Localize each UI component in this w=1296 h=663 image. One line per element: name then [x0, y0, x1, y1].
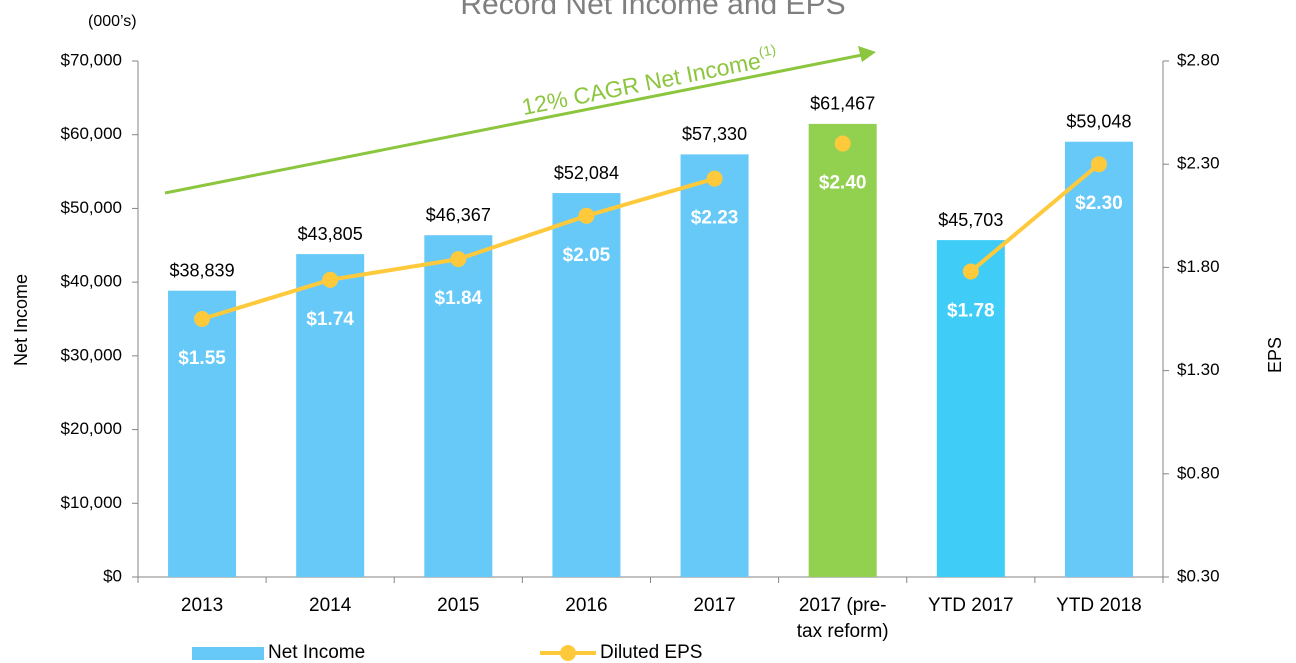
- annotation-text: 12% CAGR Net Income: [520, 47, 763, 120]
- x-tick-label: YTD 2018: [1056, 595, 1142, 616]
- trend-arrow: [164, 53, 863, 195]
- x-tick-label: 2016: [565, 595, 608, 616]
- bar: [936, 240, 1005, 577]
- bar: [808, 123, 877, 578]
- legend-label: Net Income: [268, 642, 365, 663]
- y-tick-label: $50,000: [61, 198, 122, 217]
- eps-point: [1090, 156, 1107, 173]
- y2-tick-label: $0.30: [1177, 566, 1220, 585]
- eps-value-label: $2.05: [563, 245, 611, 266]
- bar: [1064, 141, 1133, 578]
- bar: [296, 254, 365, 577]
- y2-tick-label: $2.80: [1177, 50, 1220, 69]
- annotation-superscript: (1): [757, 41, 777, 60]
- eps-value-label: $2.23: [691, 208, 739, 229]
- y-tick-label: $0: [103, 566, 122, 585]
- y2-tick-label: $2.30: [1177, 154, 1220, 173]
- legend-marker: [560, 645, 576, 661]
- eps-point: [834, 135, 851, 152]
- eps-point: [322, 271, 339, 288]
- y-tick-label: $20,000: [61, 419, 122, 438]
- bar-value-label: $45,703: [938, 210, 1003, 230]
- bar-value-label: $46,367: [426, 205, 491, 225]
- bar: [680, 154, 749, 577]
- x-tick-label: YTD 2017: [928, 595, 1014, 616]
- bar-value-label: $38,839: [170, 260, 235, 280]
- bar: [424, 235, 493, 577]
- eps-line: [969, 162, 1101, 274]
- bar-value-label: $59,048: [1066, 111, 1131, 131]
- y2-tick-label: $1.80: [1177, 257, 1220, 276]
- bar: [552, 193, 621, 577]
- bar-value-label: $52,084: [554, 163, 619, 183]
- eps-value-label: $2.40: [819, 173, 867, 194]
- x-tick-label: 2017: [693, 595, 736, 616]
- bar: [168, 290, 237, 577]
- y-tick-label: $10,000: [61, 493, 122, 512]
- x-tick-label: 2013: [180, 595, 224, 616]
- y2-axis-label: EPS: [1265, 337, 1285, 373]
- eps-value-label: $1.78: [947, 301, 995, 322]
- eps-value-label: $1.55: [178, 348, 226, 369]
- eps-point: [962, 263, 979, 280]
- x-tick-label: 2017 (pre-tax reform): [796, 595, 889, 642]
- chart-title: Record Net Income and EPS: [460, 0, 845, 21]
- y2-tick-label: $1.30: [1177, 360, 1220, 379]
- y-axis-label: Net Income: [11, 274, 31, 366]
- unit-note: (000’s): [88, 13, 137, 30]
- trend-arrowhead: [858, 46, 876, 62]
- x-tick-label: 2015: [437, 595, 480, 616]
- eps-value-label: $1.84: [435, 288, 483, 309]
- y2-tick-label: $0.80: [1177, 463, 1220, 482]
- eps-value-label: $2.30: [1075, 193, 1123, 214]
- bar-value-label: $57,330: [682, 124, 747, 144]
- y-tick-label: $40,000: [61, 272, 122, 291]
- x-tick-label: 2014: [309, 595, 352, 616]
- eps-point: [450, 251, 467, 268]
- bar-value-label: $61,467: [810, 94, 875, 114]
- eps-value-label: $1.74: [306, 309, 354, 330]
- legend-swatch: [192, 647, 264, 660]
- eps-point: [194, 311, 211, 327]
- eps-point: [578, 207, 595, 224]
- y-tick-label: $60,000: [61, 124, 122, 143]
- legend-label: Diluted EPS: [600, 642, 702, 663]
- eps-point: [706, 170, 723, 187]
- y-tick-label: $30,000: [61, 345, 122, 364]
- bar-value-label: $43,805: [298, 224, 363, 244]
- y-tick-label: $70,000: [61, 50, 122, 69]
